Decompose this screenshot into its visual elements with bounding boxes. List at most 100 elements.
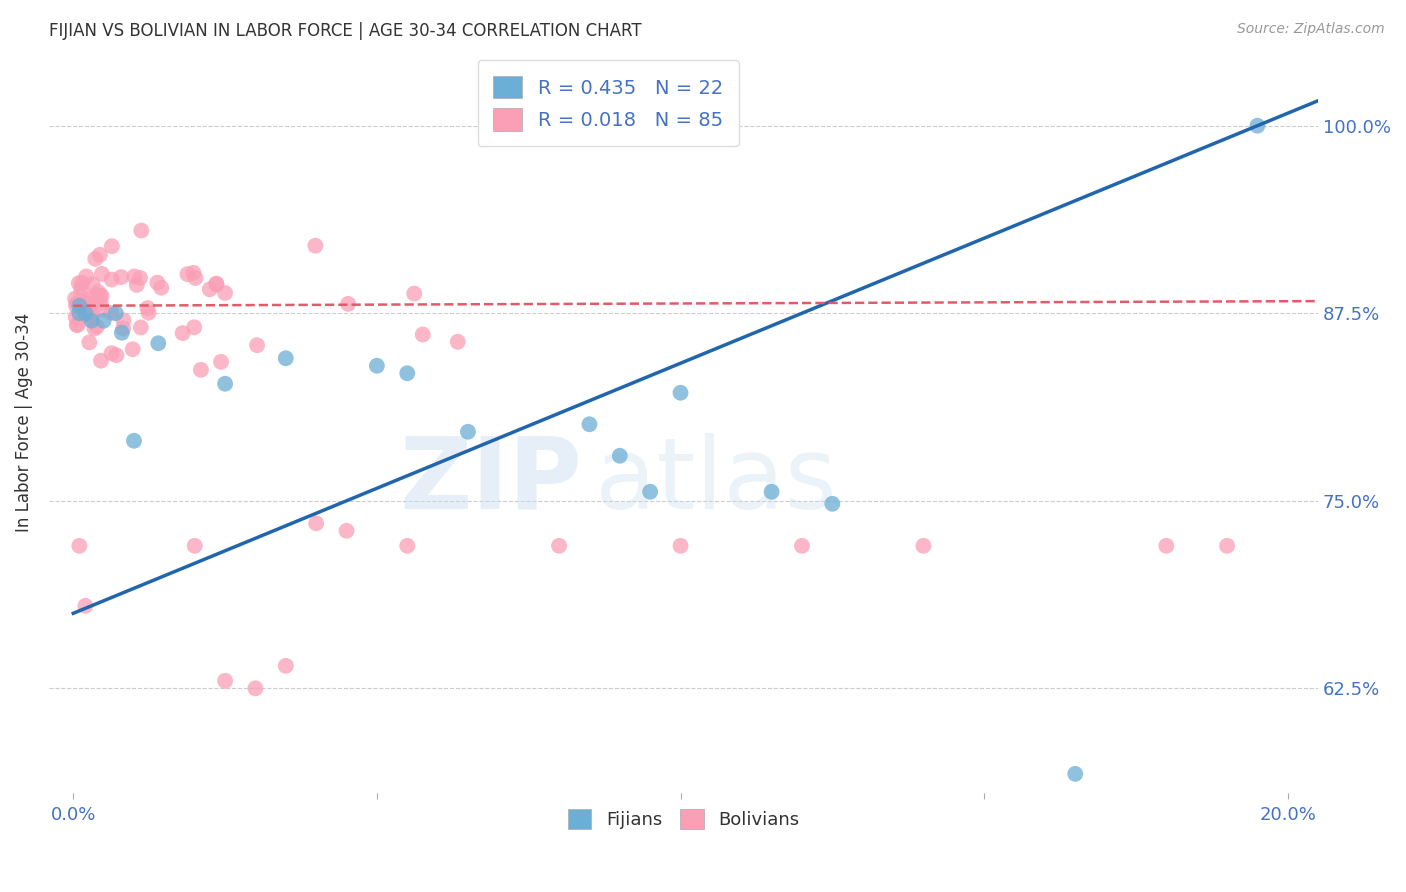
Point — [100, 272, 122, 286]
Point — [63, 292, 86, 306]
Point — [761, 484, 783, 499]
Point — [124, 269, 146, 284]
Text: ZIP: ZIP — [399, 433, 582, 530]
Point — [274, 658, 297, 673]
Point — [404, 286, 426, 301]
Point — [1216, 539, 1239, 553]
Point — [548, 539, 571, 553]
Point — [89, 248, 111, 262]
Point — [67, 276, 90, 290]
Point — [396, 366, 419, 380]
Point — [75, 306, 97, 320]
Point — [83, 321, 105, 335]
Point — [69, 299, 91, 313]
Point — [112, 321, 135, 335]
Point — [90, 267, 112, 281]
Point — [90, 296, 112, 310]
Point — [79, 292, 101, 306]
Point — [65, 299, 87, 313]
Point — [80, 305, 103, 319]
Point — [184, 271, 207, 285]
Point — [100, 346, 122, 360]
Point — [1064, 767, 1087, 781]
Text: atlas: atlas — [595, 433, 837, 530]
Point — [105, 348, 128, 362]
Point — [136, 301, 159, 315]
Point — [70, 282, 93, 296]
Point — [131, 223, 153, 237]
Point — [69, 289, 91, 303]
Point — [67, 299, 90, 313]
Point — [66, 318, 89, 332]
Point — [101, 239, 124, 253]
Point — [609, 449, 631, 463]
Point — [79, 335, 101, 350]
Point — [65, 318, 87, 332]
Point — [89, 288, 111, 302]
Point — [209, 355, 232, 369]
Point — [79, 298, 101, 312]
Point — [80, 314, 103, 328]
Point — [176, 267, 198, 281]
Point — [790, 539, 813, 553]
Y-axis label: In Labor Force | Age 30-34: In Labor Force | Age 30-34 — [15, 312, 32, 532]
Point — [125, 277, 148, 292]
Point — [86, 319, 108, 334]
Point — [90, 353, 112, 368]
Point — [65, 310, 87, 324]
Point — [214, 285, 236, 300]
Point — [246, 338, 269, 352]
Text: Source: ZipAtlas.com: Source: ZipAtlas.com — [1237, 22, 1385, 37]
Point — [205, 277, 228, 292]
Point — [148, 336, 170, 351]
Point — [67, 539, 90, 553]
Point — [121, 343, 143, 357]
Point — [578, 417, 600, 432]
Point — [366, 359, 388, 373]
Point — [183, 266, 205, 280]
Point — [122, 434, 145, 448]
Point — [214, 376, 236, 391]
Point — [912, 539, 935, 553]
Point — [183, 539, 205, 553]
Point — [205, 277, 228, 291]
Point — [80, 311, 103, 326]
Point — [1246, 119, 1268, 133]
Point — [76, 308, 98, 322]
Point — [396, 539, 419, 553]
Point — [150, 281, 173, 295]
Point — [84, 288, 107, 302]
Point — [82, 277, 104, 292]
Point — [183, 320, 205, 334]
Point — [638, 484, 661, 499]
Point — [1156, 539, 1178, 553]
Point — [110, 270, 132, 285]
Point — [245, 681, 267, 696]
Point — [146, 276, 169, 290]
Point — [138, 306, 160, 320]
Point — [72, 294, 94, 309]
Legend: Fijians, Bolivians: Fijians, Bolivians — [561, 802, 807, 837]
Point — [91, 302, 114, 317]
Point — [335, 524, 357, 538]
Point — [77, 297, 100, 311]
Point — [669, 539, 692, 553]
Point — [457, 425, 479, 439]
Point — [129, 271, 152, 285]
Point — [67, 306, 90, 320]
Point — [77, 303, 100, 318]
Point — [90, 289, 112, 303]
Point — [669, 385, 692, 400]
Point — [112, 313, 135, 327]
Point — [305, 516, 328, 531]
Point — [75, 599, 97, 613]
Point — [214, 673, 236, 688]
Point — [100, 306, 122, 320]
Point — [111, 326, 134, 340]
Point — [65, 297, 87, 311]
Point — [337, 297, 360, 311]
Text: FIJIAN VS BOLIVIAN IN LABOR FORCE | AGE 30-34 CORRELATION CHART: FIJIAN VS BOLIVIAN IN LABOR FORCE | AGE … — [49, 22, 641, 40]
Point — [104, 306, 127, 320]
Point — [274, 351, 297, 366]
Point — [87, 285, 110, 299]
